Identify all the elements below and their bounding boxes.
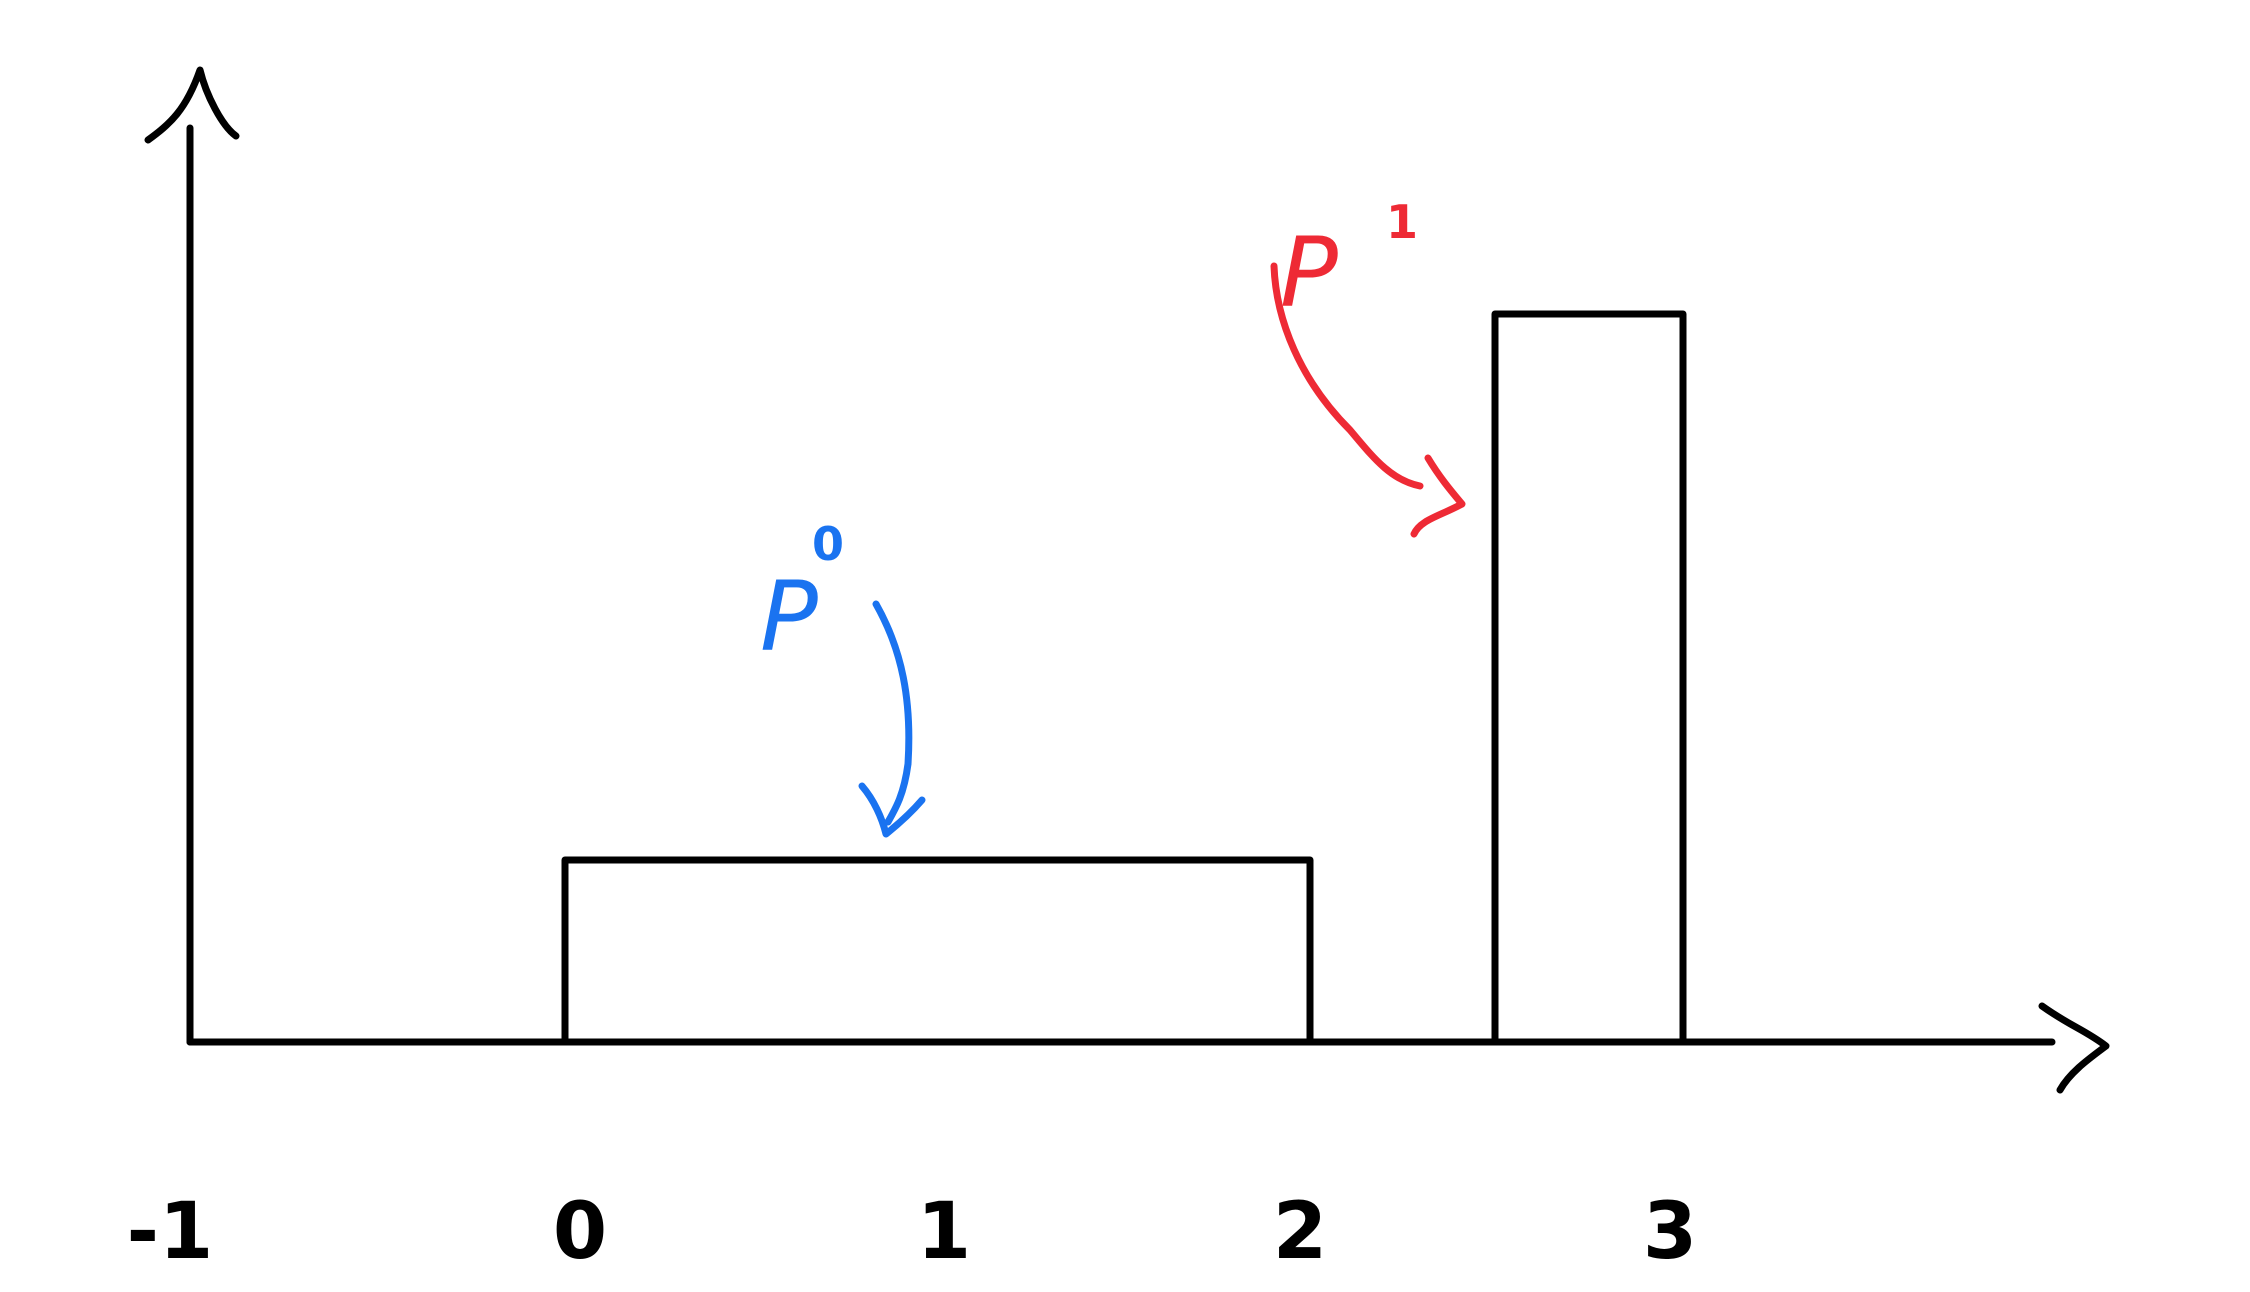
p0-label-subscript: 0: [812, 517, 844, 571]
x-axis-arrowhead: [2038, 1002, 2110, 1094]
x-tick-label: 2: [1273, 1187, 1327, 1277]
x-tick-labels: -1 0 1 2 3: [127, 1187, 1697, 1277]
x-tick-label: 1: [917, 1187, 971, 1277]
bar-p1: [1491, 310, 1687, 1046]
x-tick-label: 3: [1643, 1187, 1697, 1277]
p1-label-subscript: 1: [1386, 195, 1418, 249]
x-tick-label: 0: [553, 1187, 607, 1277]
bar-p0: [561, 856, 1314, 1046]
x-tick-label: -1: [127, 1187, 214, 1277]
p0-arrow: [858, 600, 926, 838]
axes: [144, 66, 2110, 1094]
p1-arrow: [1270, 262, 1466, 538]
p0-label-letter: P: [760, 561, 818, 673]
y-axis-arrowhead: [144, 66, 240, 144]
p0-annotation: P 0: [760, 517, 926, 838]
p1-annotation: P 1: [1270, 195, 1466, 538]
bars: [561, 310, 1687, 1046]
p1-label-letter: P: [1280, 217, 1338, 329]
